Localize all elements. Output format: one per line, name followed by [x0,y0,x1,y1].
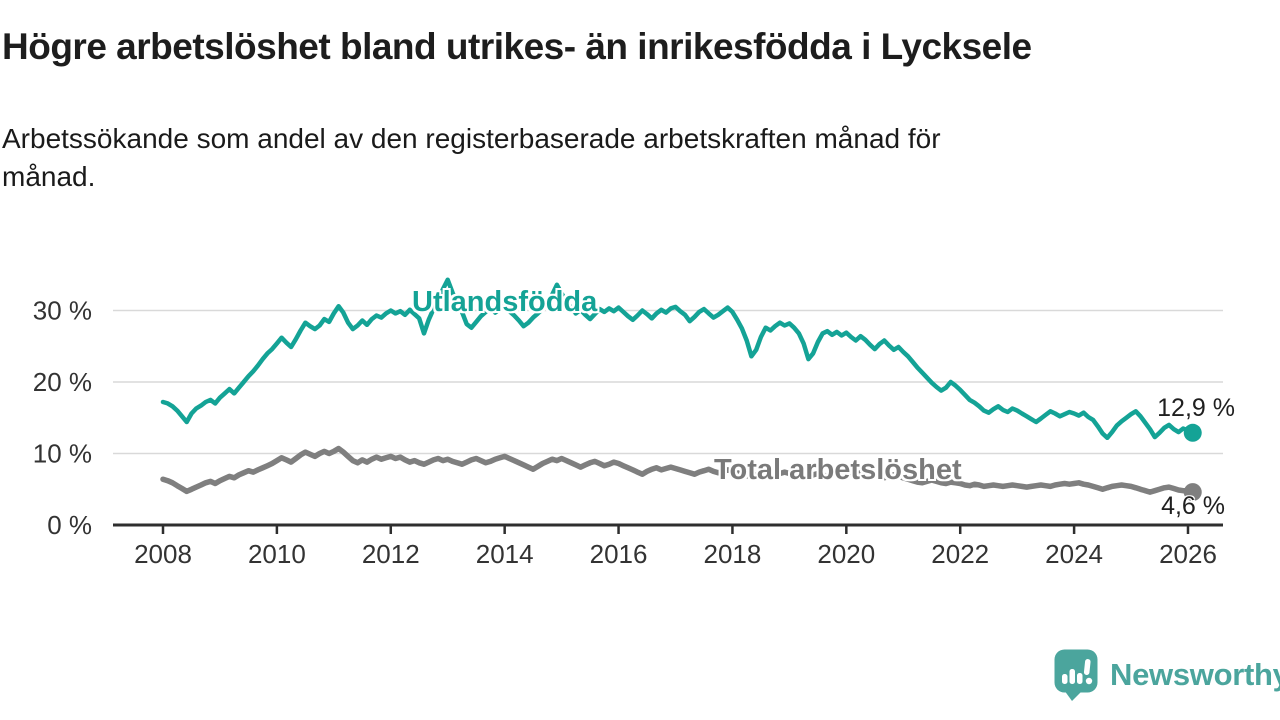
end-value-label-utlandsfodda: 12,9 % [1157,394,1235,422]
series-end-dot-0 [1183,423,1202,442]
series-line-0 [160,277,1195,441]
newsworthy-logo-text: Newsworthy [1110,656,1280,692]
chart-title: Högre arbetslöshet bland utrikes- än inr… [2,26,1032,67]
x-tick-label: 2020 [817,539,875,569]
series-label-utlandsfodda: Utlandsfödda [412,286,598,318]
x-tick-label: 2014 [476,539,534,569]
series-label-total-arbetsloshet: Total arbetslöshet [714,454,962,486]
x-tick-label: 2010 [248,539,306,569]
y-tick-label: 10 % [33,439,92,469]
end-value-label-total: 4,6 % [1161,492,1225,520]
y-tick-label: 0 % [47,510,92,540]
x-tick-label: 2018 [704,539,762,569]
x-tick-label: 2012 [362,539,420,569]
newsworthy-logo: Newsworthy [1053,648,1280,701]
x-tick-label: 2008 [134,539,192,569]
y-tick-label: 20 % [33,367,92,397]
bar-chart-speech-bubble-icon [1054,649,1098,701]
chart-subtitle: Arbetssökande som andel av den registerb… [2,123,941,192]
series-line-1 [160,445,1196,495]
x-tick-label: 2016 [590,539,648,569]
x-tick-label: 2024 [1045,539,1103,569]
x-tick-label: 2022 [931,539,989,569]
x-tick-label: 2026 [1159,539,1217,569]
y-tick-label: 30 % [33,296,92,326]
